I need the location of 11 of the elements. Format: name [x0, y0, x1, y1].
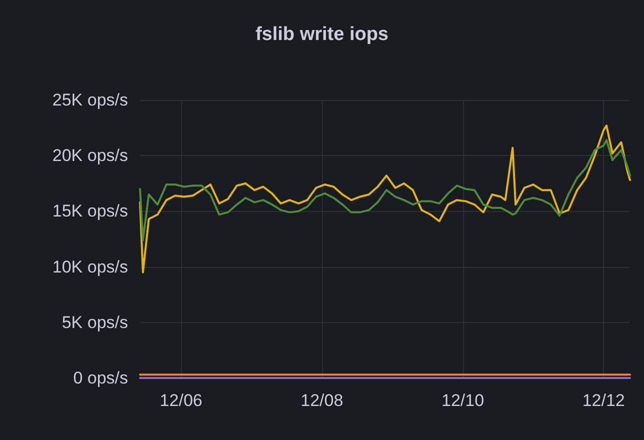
y-tick-label: 15K ops/s [52, 202, 128, 221]
y-tick-label: 10K ops/s [52, 257, 128, 276]
x-tick-label: 12/10 [441, 391, 484, 410]
chart-title: fslib write iops [255, 24, 389, 45]
y-tick-label: 5K ops/s [62, 312, 128, 332]
x-tick-label: 12/12 [582, 391, 625, 410]
y-tick-label: 0 ops/s [73, 368, 128, 388]
x-tick-label: 12/08 [300, 391, 344, 410]
y-tick-label: 20K ops/s [52, 146, 128, 166]
y-tick-label: 25K ops/s [52, 90, 128, 110]
x-tick-label: 12/06 [160, 391, 202, 410]
